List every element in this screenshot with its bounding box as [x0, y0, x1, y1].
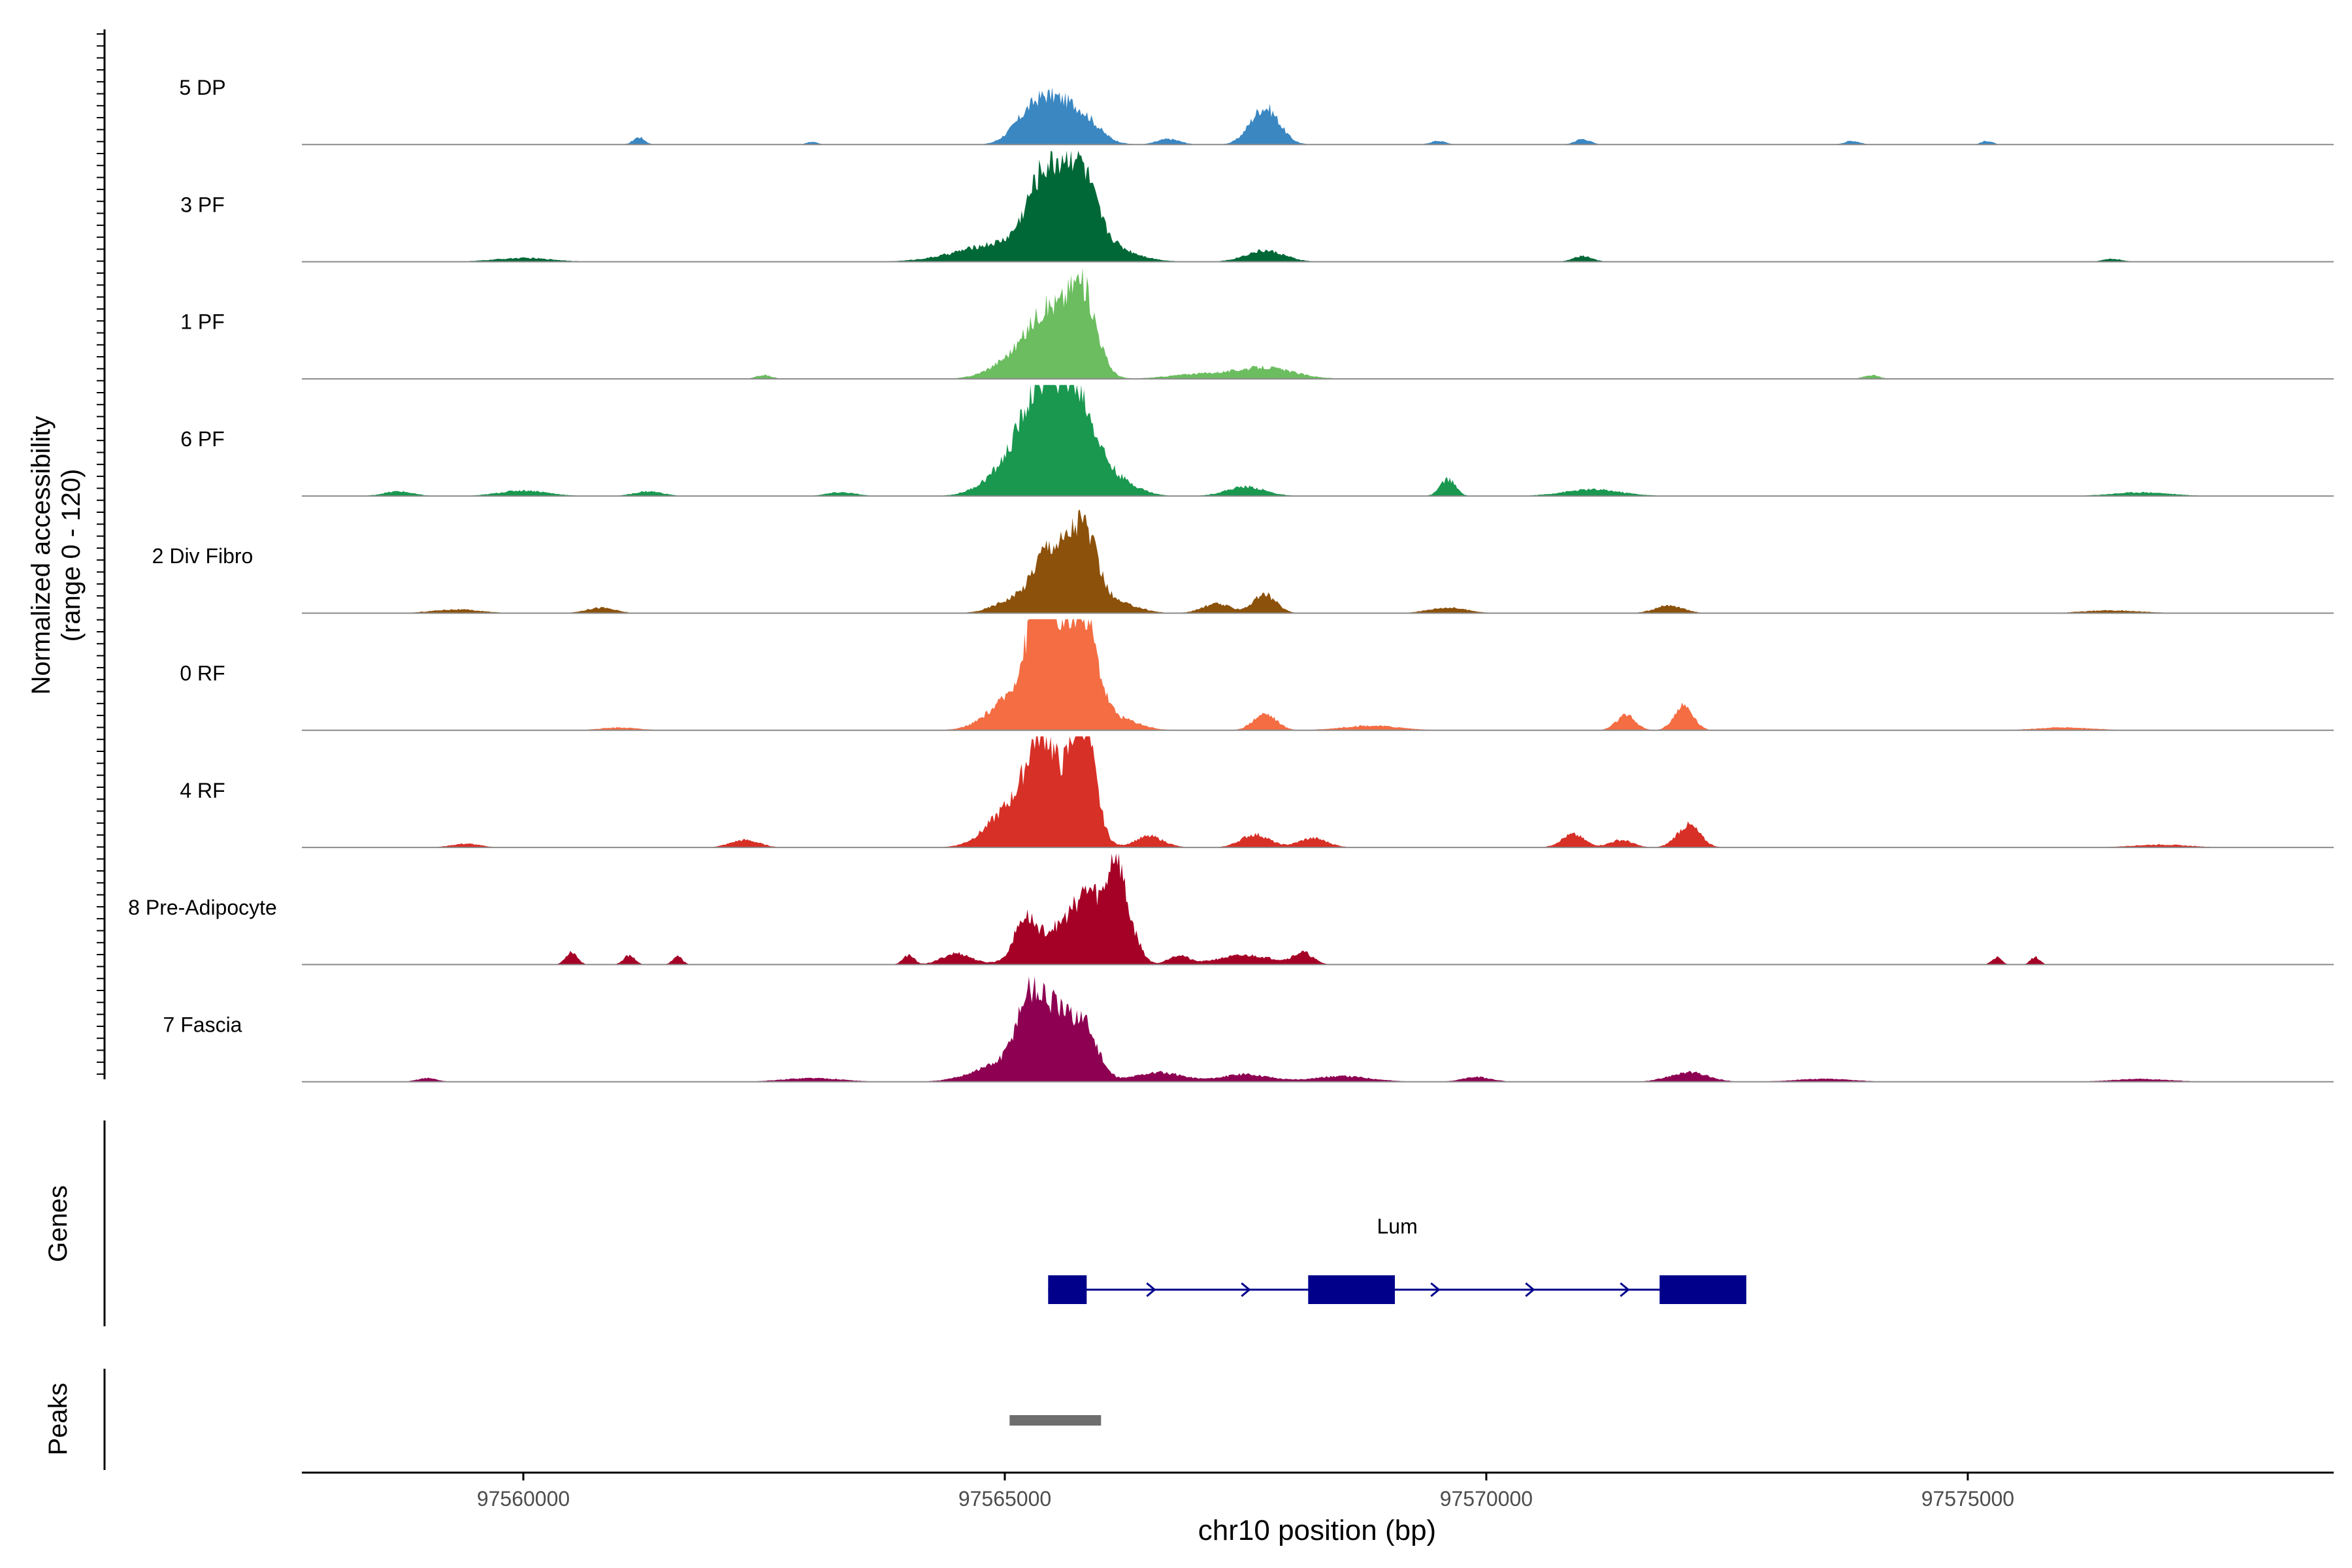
coverage-y-axis: [97, 29, 106, 1079]
coverage-area: [302, 736, 2334, 848]
track-label: 3 PF: [180, 193, 225, 216]
coverage-area: [302, 853, 2334, 965]
track-label: 6 PF: [180, 427, 225, 451]
coverage-area: [302, 509, 2334, 613]
peaks-label: Peaks: [44, 1382, 73, 1455]
track-7-fascia: 7 Fascia: [163, 976, 2334, 1083]
track-2-div-fibro: 2 Div Fibro: [152, 509, 2334, 614]
track-label: 8 Pre-Adipocyte: [128, 896, 277, 919]
genes-label: Genes: [44, 1185, 73, 1262]
peak-region: [1009, 1415, 1102, 1426]
strand-arrow: [1241, 1282, 1251, 1298]
gene-name-lum: Lum: [1377, 1215, 1417, 1238]
x-axis-tick-label: 97575000: [1921, 1487, 2014, 1511]
track-8-pre-adipocyte: 8 Pre-Adipocyte: [128, 853, 2334, 966]
strand-arrow: [1525, 1282, 1535, 1298]
gene-exon: [1659, 1275, 1746, 1304]
coverage-area: [302, 87, 2334, 145]
track-5-dp: 5 DP: [179, 76, 2334, 146]
strand-arrow: [1620, 1282, 1630, 1298]
peak-regions: [1009, 1415, 1102, 1426]
track-label: 1 PF: [180, 310, 225, 334]
track-6-pf: 6 PF: [180, 385, 2334, 497]
track-label: 2 Div Fibro: [152, 544, 253, 568]
track-1-pf: 1 PF: [180, 267, 2334, 380]
x-axis: 97560000 97565000 97570000 97575000 chr10 p…: [302, 1471, 2334, 1546]
track-label: 7 Fascia: [163, 1013, 242, 1036]
coverage-area: [302, 619, 2334, 730]
x-axis-tick-label: 97560000: [477, 1487, 570, 1511]
coverage-y-axis-ticks: [97, 33, 105, 1075]
track-0-rf: 0 RF: [180, 619, 2334, 731]
x-axis-tick-label: 97570000: [1440, 1487, 1533, 1511]
gene-model-lum: [1048, 1275, 1746, 1304]
track-3-pf: 3 PF: [180, 150, 2334, 263]
genes-panel: Genes Lum: [44, 1120, 1746, 1326]
track-4-rf: 4 RF: [180, 736, 2334, 849]
x-axis-label: chr10 position (bp): [1198, 1514, 1436, 1546]
coverage-tracks: 5 DP 3 PF 1 PF 6 PF 2 Div Fibro 0 RF 4 RF 8 Pre…: [128, 76, 2334, 1083]
track-label: 0 RF: [180, 662, 225, 685]
coverage-area: [302, 385, 2334, 497]
track-label: 5 DP: [179, 76, 225, 99]
strand-arrow: [1146, 1282, 1156, 1298]
x-axis-tick-label: 97565000: [958, 1487, 1051, 1511]
track-label: 4 RF: [180, 779, 225, 802]
coverage-area: [302, 267, 2334, 379]
y-axis-label-line1: Normalized accessibility: [27, 416, 56, 695]
x-axis-ticks: 97560000 97565000 97570000 97575000: [477, 1473, 2014, 1511]
gene-exon: [1308, 1275, 1395, 1304]
strand-arrow: [1430, 1282, 1441, 1298]
peaks-panel: Peaks: [44, 1369, 1102, 1470]
y-axis-label-line2: (range 0 - 120): [57, 469, 86, 642]
coverage-area: [302, 976, 2334, 1082]
coverage-area: [302, 150, 2334, 262]
gene-exon: [1048, 1275, 1087, 1304]
